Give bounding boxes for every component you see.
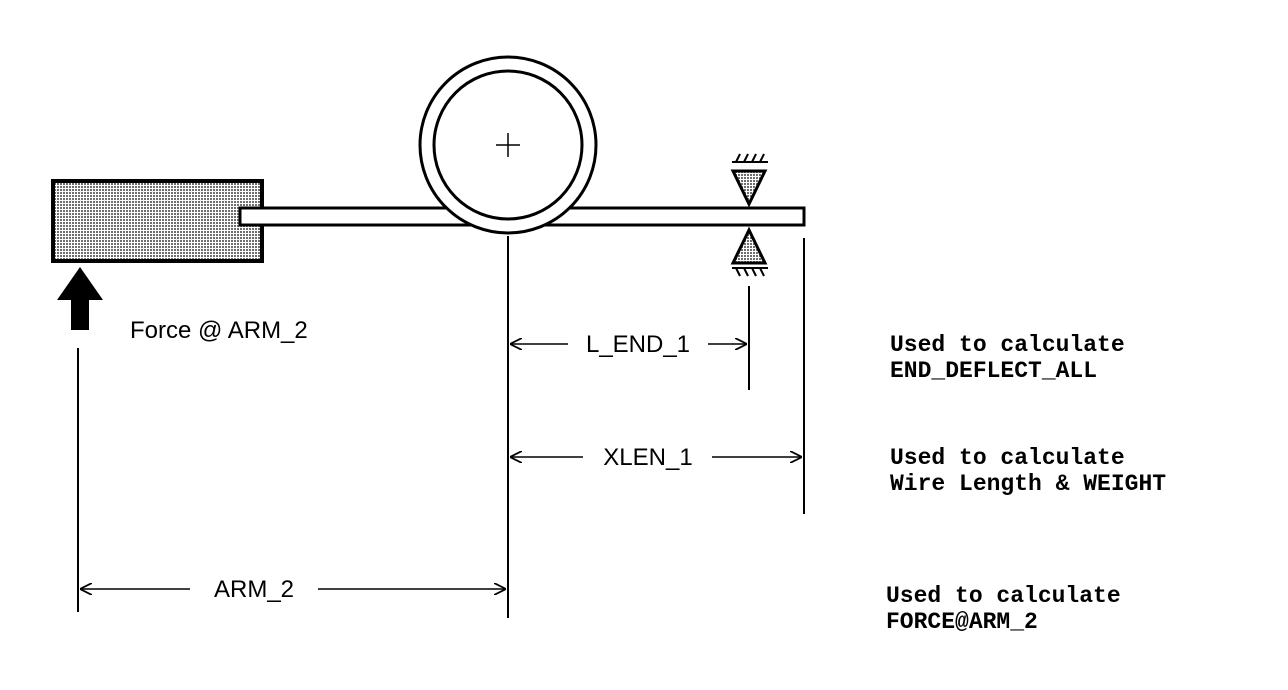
upper-support	[730, 153, 768, 208]
dimension-arm-2: ARM_2	[80, 576, 506, 603]
force-arrow	[57, 267, 103, 330]
note-xlen-1-line1: Used to calculate	[890, 445, 1125, 471]
dimension-label: XLEN_1	[603, 444, 692, 471]
force-label: Force @ ARM_2	[130, 317, 308, 344]
note-l-end-1-line2: END_DEFLECT_ALL	[890, 358, 1097, 384]
dimension-label: L_END_1	[586, 331, 690, 358]
mounting-block	[51, 179, 264, 263]
note-xlen-1-line2: Wire Length & WEIGHT	[890, 471, 1166, 497]
note-arm-2-line1: Used to calculate	[886, 583, 1121, 609]
note-l-end-1-line1: Used to calculate	[890, 332, 1125, 358]
dimension-label: ARM_2	[214, 576, 294, 603]
spring-coil	[418, 55, 598, 235]
dimension-l-end-1: L_END_1	[510, 331, 747, 358]
dimension-xlen-1: XLEN_1	[510, 444, 802, 471]
lower-support	[730, 226, 768, 277]
note-arm-2-line2: FORCE@ARM_2	[886, 609, 1038, 635]
